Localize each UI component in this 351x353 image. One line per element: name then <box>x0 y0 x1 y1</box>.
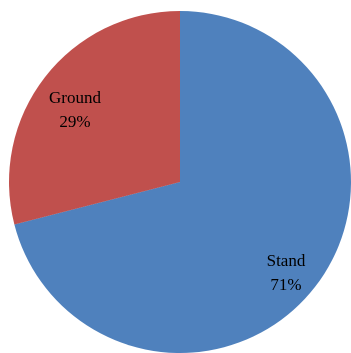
slice-label-stand-percent: 71% <box>270 275 301 294</box>
pie-slice-ground <box>8 11 180 225</box>
slices-layer <box>8 11 351 353</box>
slice-label-stand-name: Stand <box>267 251 306 270</box>
slice-label-ground-name: Ground <box>49 88 101 107</box>
slice-label-ground-percent: 29% <box>59 112 90 131</box>
pie-slice-stand <box>14 11 351 353</box>
labels-layer: Stand 71% Ground 29% <box>49 88 306 294</box>
